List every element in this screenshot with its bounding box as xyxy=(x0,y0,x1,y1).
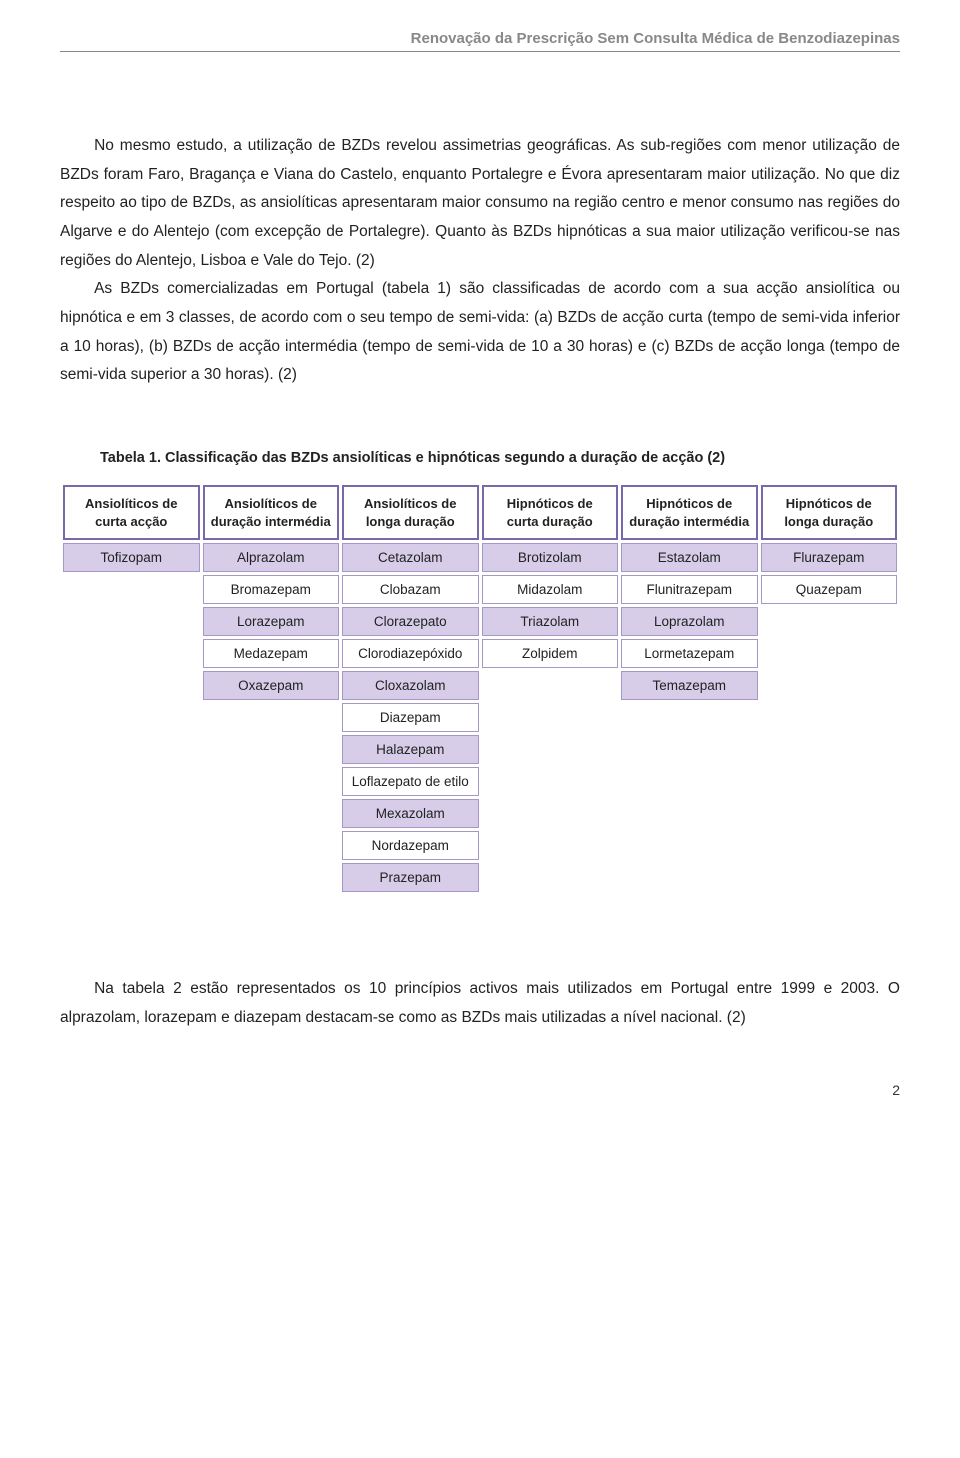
table-row: Loflazepato de etilo xyxy=(63,767,897,796)
table-cell xyxy=(63,639,200,668)
col-header: Ansiolíticos de longa duração xyxy=(342,485,479,540)
table-cell: Lormetazepam xyxy=(621,639,758,668)
paragraph-1: No mesmo estudo, a utilização de BZDs re… xyxy=(60,132,900,275)
table-header-row: Ansiolíticos de curta acção Ansiolíticos… xyxy=(63,485,897,540)
table-row: Prazepam xyxy=(63,863,897,892)
page-header-title: Renovação da Prescrição Sem Consulta Méd… xyxy=(60,30,900,47)
table-cell: Clorodiazepóxido xyxy=(342,639,479,668)
header-rule xyxy=(60,51,900,52)
table-cell: Cloxazolam xyxy=(342,671,479,700)
table-cell: Cetazolam xyxy=(342,543,479,572)
table-row: Mexazolam xyxy=(63,799,897,828)
table-row: LorazepamClorazepatoTriazolamLoprazolam xyxy=(63,607,897,636)
table-cell: Nordazepam xyxy=(342,831,479,860)
table-cell xyxy=(63,575,200,604)
table-cell xyxy=(482,831,619,860)
col-header: Hipnóticos de longa duração xyxy=(761,485,898,540)
table-cell xyxy=(761,735,898,764)
table-cell: Diazepam xyxy=(342,703,479,732)
table-cell: Clobazam xyxy=(342,575,479,604)
page-number: 2 xyxy=(60,1082,900,1098)
body-text: No mesmo estudo, a utilização de BZDs re… xyxy=(60,132,900,390)
table-row: TofizopamAlprazolamCetazolamBrotizolamEs… xyxy=(63,543,897,572)
table-cell xyxy=(621,703,758,732)
table-cell xyxy=(482,703,619,732)
table-cell: Brotizolam xyxy=(482,543,619,572)
table-cell: Temazepam xyxy=(621,671,758,700)
table-cell xyxy=(203,831,340,860)
table-cell xyxy=(761,799,898,828)
table-cell: Mexazolam xyxy=(342,799,479,828)
table-cell xyxy=(482,767,619,796)
table-row: BromazepamClobazamMidazolamFlunitrazepam… xyxy=(63,575,897,604)
table-cell: Alprazolam xyxy=(203,543,340,572)
after-table-text: Na tabela 2 estão representados os 10 pr… xyxy=(60,975,900,1032)
table-cell: Loprazolam xyxy=(621,607,758,636)
table-cell xyxy=(482,735,619,764)
table-cell: Quazepam xyxy=(761,575,898,604)
table-cell: Estazolam xyxy=(621,543,758,572)
table-cell xyxy=(203,703,340,732)
col-header: Ansiolíticos de curta acção xyxy=(63,485,200,540)
table-cell xyxy=(203,735,340,764)
paragraph-3: Na tabela 2 estão representados os 10 pr… xyxy=(60,975,900,1032)
table-cell: Oxazepam xyxy=(203,671,340,700)
paragraph-2: As BZDs comercializadas em Portugal (tab… xyxy=(60,275,900,390)
table-row: OxazepamCloxazolam Temazepam xyxy=(63,671,897,700)
table-cell xyxy=(761,607,898,636)
table-cell: Halazepam xyxy=(342,735,479,764)
table-cell xyxy=(63,607,200,636)
table-cell xyxy=(63,799,200,828)
table-cell xyxy=(621,735,758,764)
col-header: Hipnóticos de duração intermédia xyxy=(621,485,758,540)
table-cell: Flunitrazepam xyxy=(621,575,758,604)
col-header: Hipnóticos de curta duração xyxy=(482,485,619,540)
table-cell xyxy=(63,767,200,796)
table-cell: Clorazepato xyxy=(342,607,479,636)
table-cell xyxy=(63,863,200,892)
table-cell xyxy=(63,703,200,732)
table-row: Diazepam xyxy=(63,703,897,732)
table-cell xyxy=(621,799,758,828)
table-cell: Lorazepam xyxy=(203,607,340,636)
table-cell xyxy=(761,863,898,892)
table-cell: Medazepam xyxy=(203,639,340,668)
table-cell: Loflazepato de etilo xyxy=(342,767,479,796)
table-cell: Prazepam xyxy=(342,863,479,892)
table-cell xyxy=(761,703,898,732)
table-cell xyxy=(63,671,200,700)
table-cell xyxy=(482,863,619,892)
table-cell xyxy=(761,639,898,668)
table-cell xyxy=(482,799,619,828)
table-cell xyxy=(621,863,758,892)
col-header: Ansiolíticos de duração intermédia xyxy=(203,485,340,540)
table-cell: Bromazepam xyxy=(203,575,340,604)
bzd-table: Ansiolíticos de curta acção Ansiolíticos… xyxy=(60,482,900,895)
table-caption: Tabela 1. Classificação das BZDs ansiolí… xyxy=(100,450,900,466)
table-cell: Zolpidem xyxy=(482,639,619,668)
table-cell: Midazolam xyxy=(482,575,619,604)
table-cell xyxy=(63,831,200,860)
table-cell xyxy=(203,767,340,796)
table-cell: Flurazepam xyxy=(761,543,898,572)
table-cell: Triazolam xyxy=(482,607,619,636)
table-cell xyxy=(621,767,758,796)
table-row: MedazepamClorodiazepóxidoZolpidemLormeta… xyxy=(63,639,897,668)
table-cell xyxy=(761,767,898,796)
table-row: Nordazepam xyxy=(63,831,897,860)
table-cell xyxy=(761,671,898,700)
table-cell xyxy=(203,863,340,892)
table-row: Halazepam xyxy=(63,735,897,764)
table-cell xyxy=(482,671,619,700)
table-cell xyxy=(203,799,340,828)
table-cell xyxy=(63,735,200,764)
table-cell xyxy=(761,831,898,860)
table-cell: Tofizopam xyxy=(63,543,200,572)
table-cell xyxy=(621,831,758,860)
